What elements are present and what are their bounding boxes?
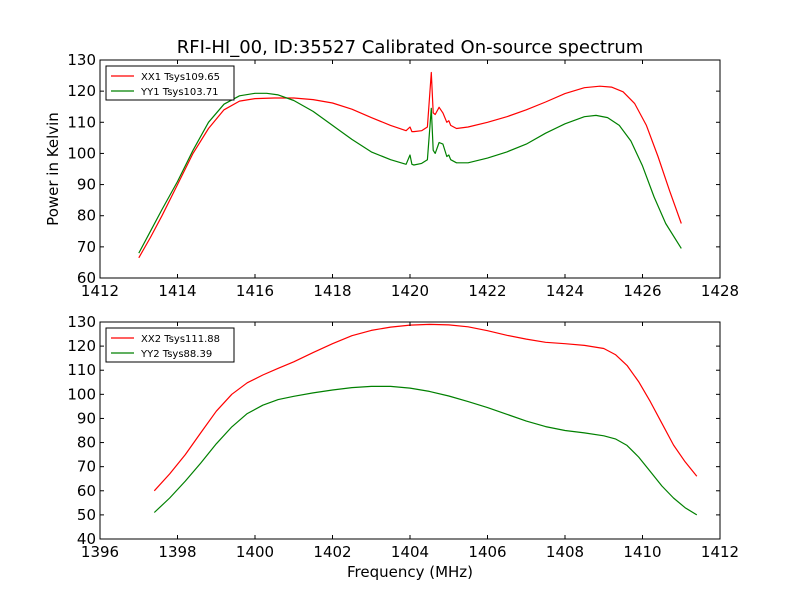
plot1-y-axis-label: Power in Kelvin	[44, 112, 62, 226]
plot1-y-tick-label: 130	[67, 51, 96, 69]
plot1-y-tick-label: 90	[77, 176, 96, 194]
plot1-legend-label-1: XX1 Tsys109.65	[141, 72, 220, 83]
plot1-x-tick-label: 1422	[468, 282, 506, 300]
plot2-x-tick-label: 1412	[701, 543, 739, 561]
plot2-x-tick-label: 1400	[236, 543, 274, 561]
plot1-x-tick-label: 1420	[391, 282, 429, 300]
plot2-y-tick-label: 110	[67, 361, 96, 379]
plot2-y-tick-label: 130	[67, 313, 96, 331]
plot1-y-tick-label: 100	[67, 144, 96, 162]
plot1-x-tick-label: 1414	[158, 282, 196, 300]
plot1-y-tick-label: 120	[67, 82, 96, 100]
plot1-x-tick-label: 1418	[313, 282, 351, 300]
plot1-series-line-2	[138, 92, 682, 254]
plot1-legend-box	[105, 65, 235, 101]
plot2-x-tick-label: 1406	[468, 543, 506, 561]
plot1-x-tick-label: 1416	[236, 282, 274, 300]
plot1-x-tick-label: 1426	[623, 282, 661, 300]
plot2-legend-box	[105, 327, 235, 363]
plot1-y-tick-label: 60	[77, 269, 96, 287]
plot2-x-tick-label: 1408	[546, 543, 584, 561]
plot1-y-tick-label: 110	[67, 113, 96, 131]
plot1-x-tick-label: 1424	[546, 282, 584, 300]
plot2-x-tick-label: 1398	[158, 543, 196, 561]
plot2-x-tick-label: 1404	[391, 543, 429, 561]
plot2-y-tick-label: 120	[67, 337, 96, 355]
plot2-y-tick-label: 100	[67, 385, 96, 403]
plot2-y-tick-label: 50	[77, 506, 96, 524]
plot2-y-tick-label: 60	[77, 482, 96, 500]
chart-title: RFI-HI_00, ID:35527 Calibrated On-source…	[177, 37, 644, 58]
plot2-y-tick-label: 40	[77, 530, 96, 548]
plot1-x-tick-label: 1428	[701, 282, 739, 300]
plot2-y-tick-label: 70	[77, 458, 96, 476]
plot1-y-tick-label: 70	[77, 238, 96, 256]
plot2-legend-label-1: XX2 Tsys111.88	[141, 334, 220, 345]
plot2-x-tick-label: 1402	[313, 543, 351, 561]
plot2-legend-label-2: YY2 Tsys88.39	[140, 349, 212, 360]
plot2-y-tick-label: 90	[77, 409, 96, 427]
plot2-series-line-1	[153, 323, 698, 492]
plot1-y-tick-label: 80	[77, 207, 96, 225]
plot1-x-tick-label: 1412	[81, 282, 119, 300]
plot2-series-line-2	[153, 385, 698, 516]
plot2-y-tick-label: 80	[77, 434, 96, 452]
plot2-x-tick-label: 1410	[623, 543, 661, 561]
plot2-x-axis-label: Frequency (MHz)	[347, 563, 473, 581]
plot1-legend-label-2: YY1 Tsys103.71	[140, 87, 219, 98]
plot1-series-line-1	[138, 71, 682, 259]
plot2-x-tick-label: 1396	[81, 543, 119, 561]
